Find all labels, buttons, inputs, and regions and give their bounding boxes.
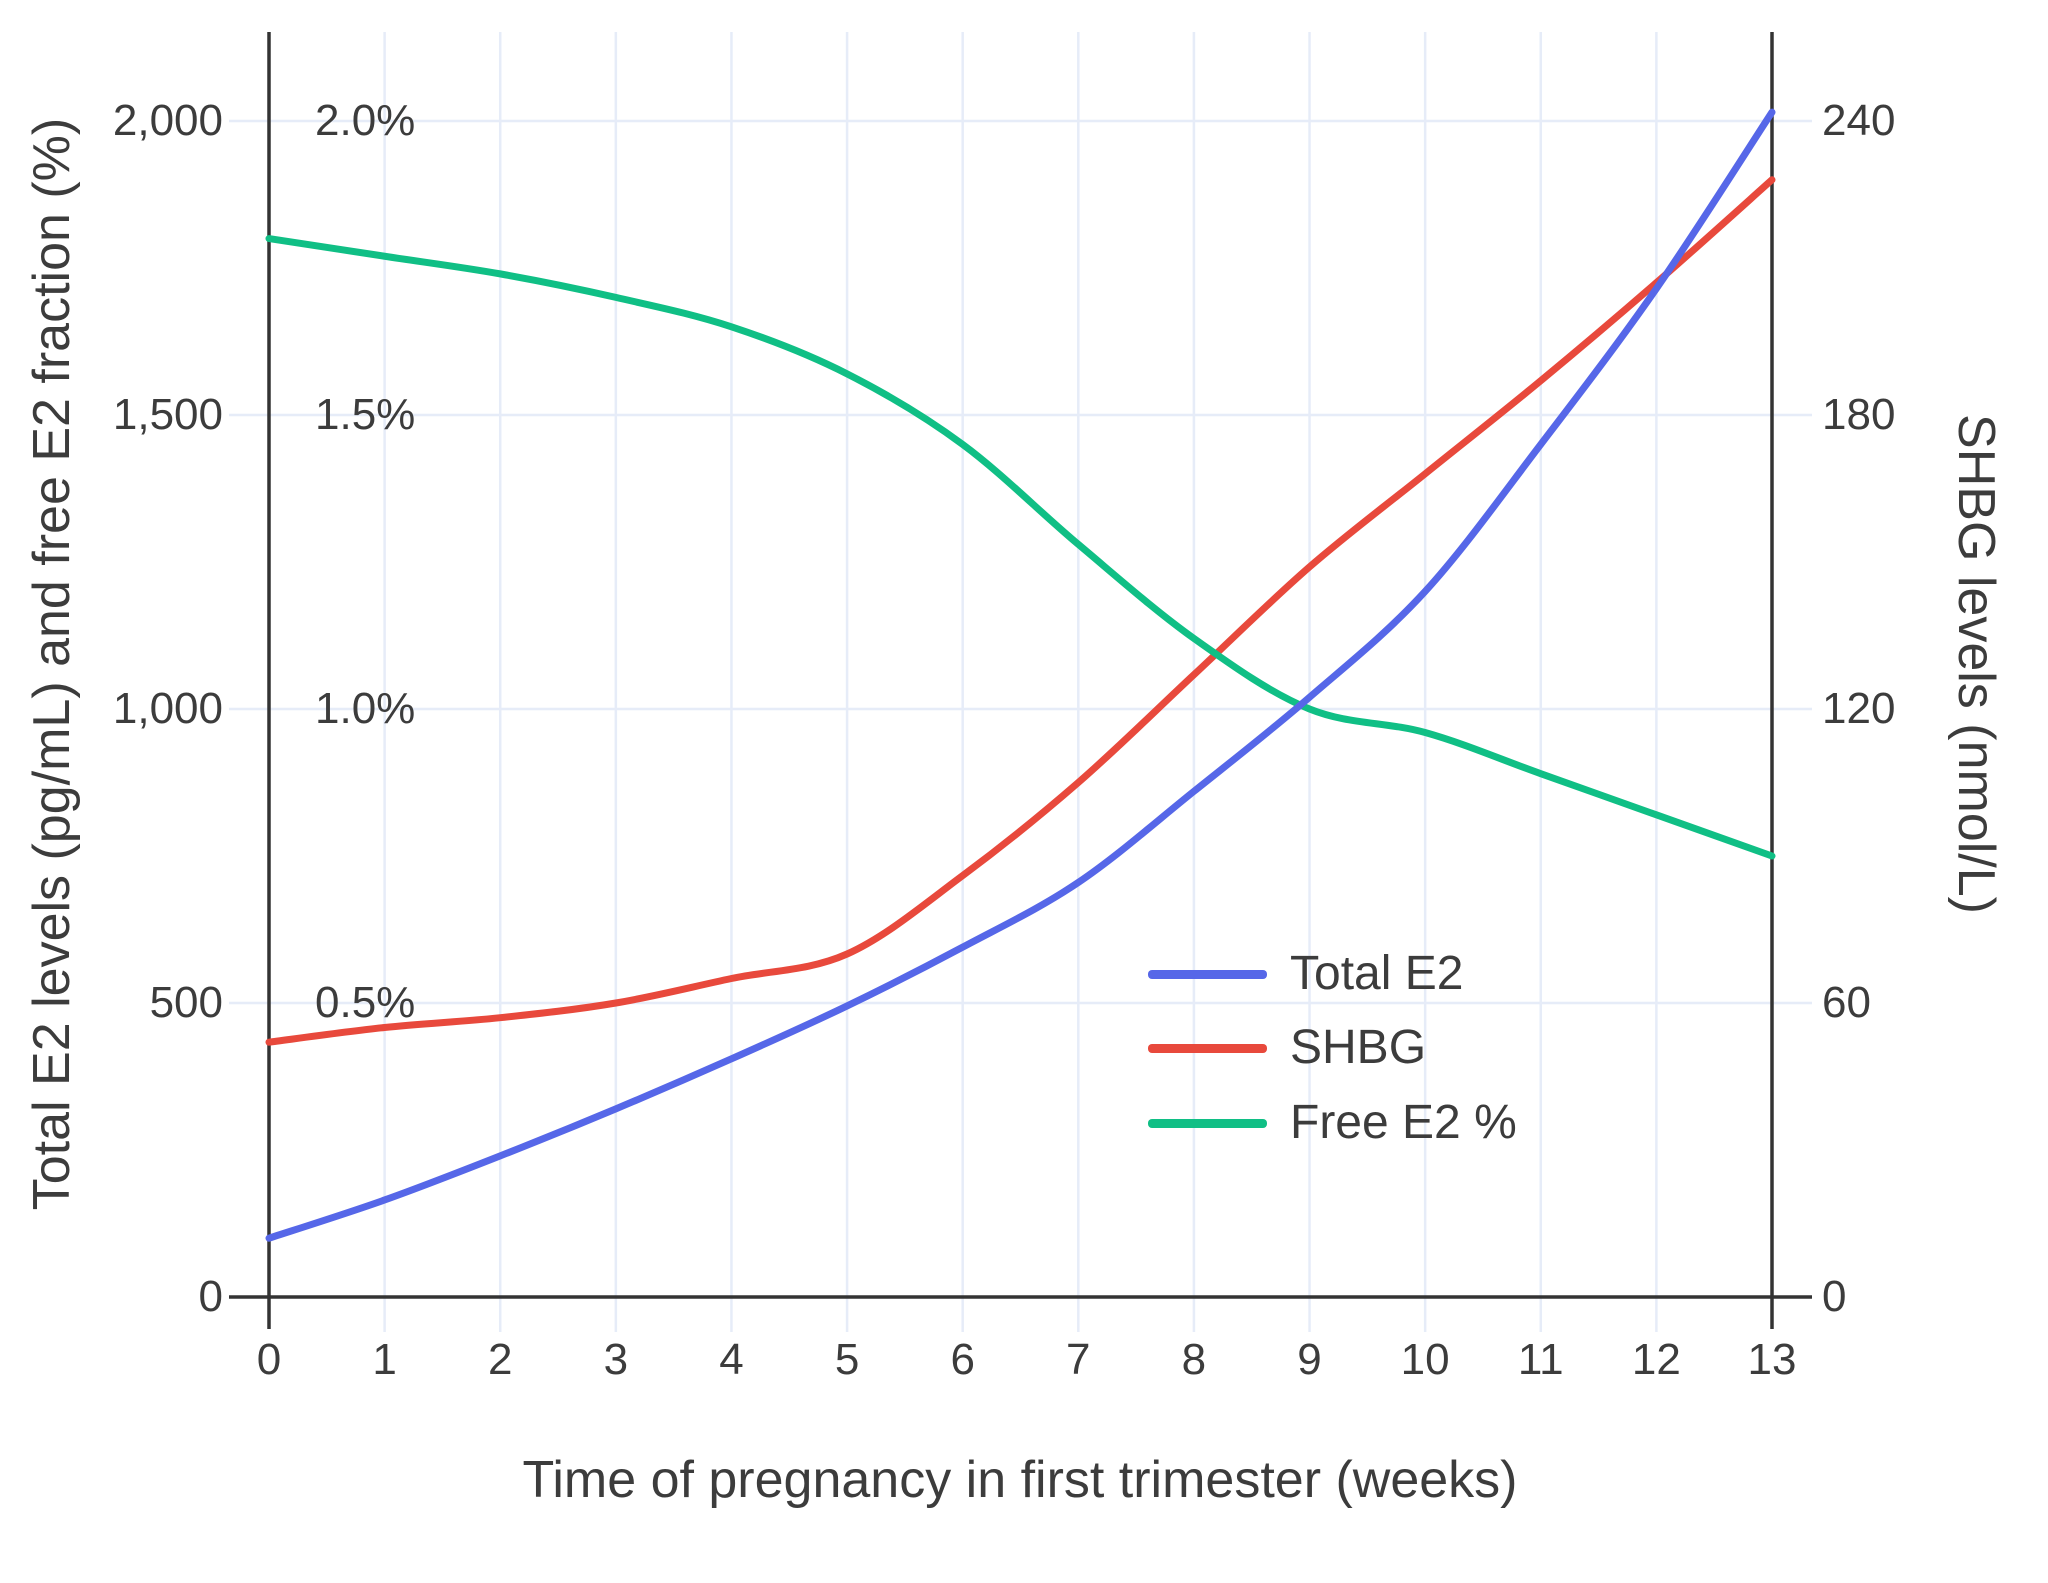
- percent-tick-label: 1.5%: [315, 390, 416, 439]
- shbg-line: [265, 176, 1776, 1046]
- x-axis-tick-label: 12: [1631, 1335, 1681, 1384]
- percent-tick-label: 0.5%: [315, 978, 416, 1027]
- left-axis-tick-label: 0: [198, 1272, 223, 1321]
- x-axis-tick-label: 0: [256, 1335, 282, 1384]
- percent-tick-label: 1.0%: [315, 684, 416, 733]
- x-axis-tick-label: 7: [1066, 1335, 1091, 1384]
- free-e2-line-swatch: [1148, 1118, 1267, 1128]
- x-axis-tick-label: 10: [1400, 1335, 1450, 1384]
- x-axis-tick-label: 3: [603, 1335, 629, 1384]
- x-axis-tick-label: 13: [1747, 1335, 1797, 1384]
- x-axis-title: Time of pregnancy in first trimester (we…: [522, 1451, 1518, 1509]
- x-axis-tick-label: 8: [1181, 1335, 1207, 1384]
- right-axis-title: SHBG levels (nmol/L): [1947, 414, 2005, 914]
- legend-label-free-e2: Free E2 %: [1290, 1096, 1517, 1149]
- total-e2-line-swatch: [1148, 969, 1267, 979]
- percent-tick-label: 2.0%: [315, 96, 416, 145]
- x-axis-tick-label: 6: [950, 1335, 975, 1384]
- left-axis-tick-label: 1,500: [112, 390, 223, 439]
- legend-label-total-e2: Total E2: [1290, 947, 1464, 1000]
- x-axis-tick-label: 2: [487, 1335, 513, 1384]
- right-axis-tick-label: 60: [1822, 978, 1871, 1027]
- right-axis-tick-label: 240: [1822, 96, 1896, 145]
- total-e2-line: [265, 108, 1776, 1242]
- left-axis-tick-label: 1,000: [112, 684, 223, 733]
- right-axis-tick-label: 180: [1822, 390, 1896, 439]
- x-axis-tick-label: 11: [1517, 1335, 1564, 1384]
- x-axis-tick-label: 1: [372, 1335, 397, 1384]
- legend-item-total-e2: Total E2: [1148, 949, 1463, 999]
- left-axis-tick-label: 500: [149, 978, 223, 1027]
- left-axis-title: Total E2 levels (pg/mL) and free E2 frac…: [23, 117, 81, 1211]
- legend-item-free-e2: Free E2 %: [1148, 1098, 1517, 1148]
- right-axis-tick-label: 120: [1822, 684, 1896, 733]
- right-axis-tick-label: 0: [1822, 1272, 1847, 1321]
- x-axis-tick-label: 4: [719, 1335, 744, 1384]
- legend-item-shbg: SHBG: [1148, 1023, 1426, 1073]
- legend-label-shbg: SHBG: [1290, 1021, 1427, 1074]
- shbg-line-swatch: [1148, 1043, 1267, 1053]
- x-axis-tick-label: 9: [1297, 1335, 1322, 1384]
- left-axis-tick-label: 2,000: [112, 96, 223, 145]
- free-e2--line: [265, 235, 1776, 860]
- x-axis-tick-label: 5: [834, 1335, 860, 1384]
